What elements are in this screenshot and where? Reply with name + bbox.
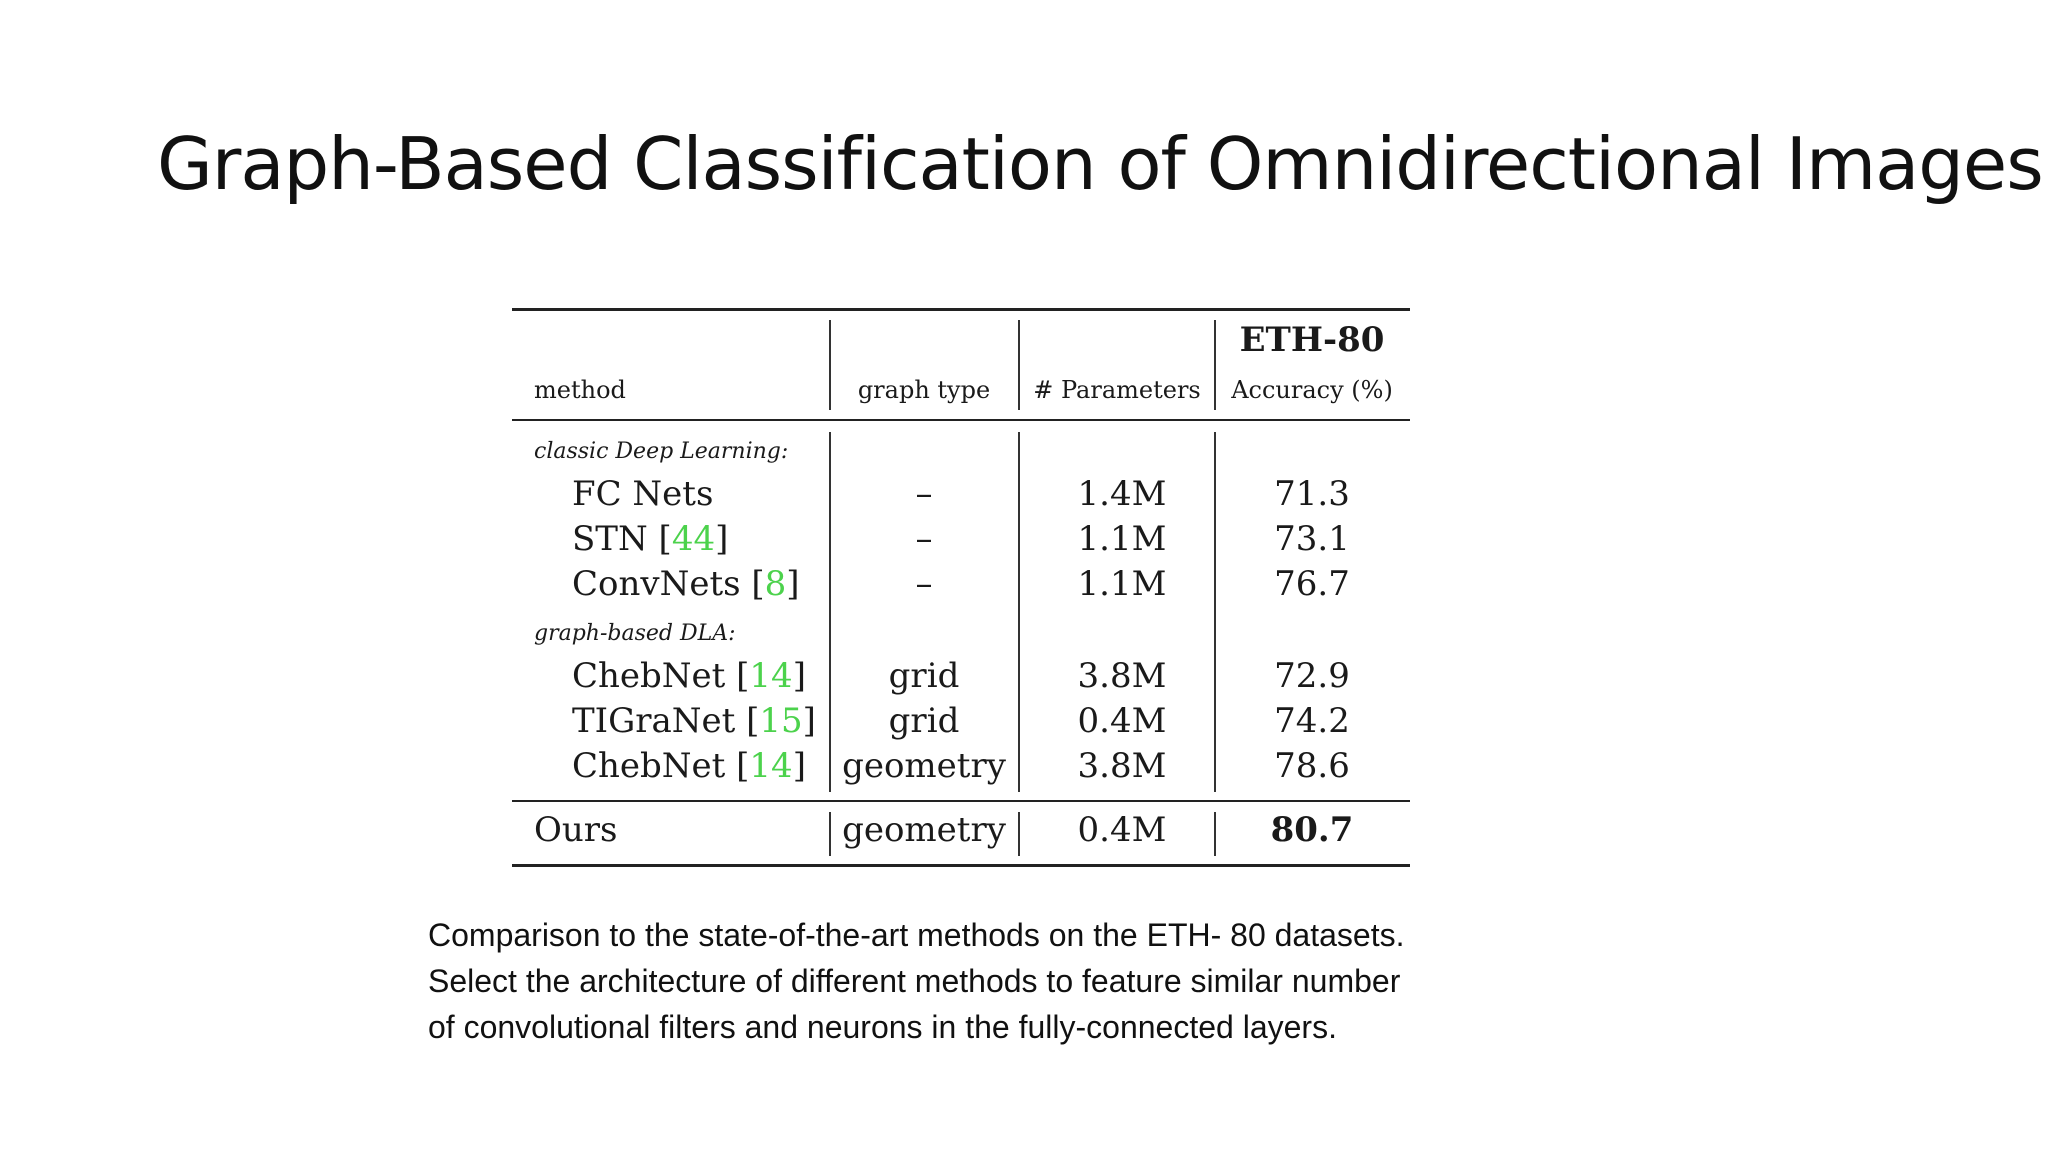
column-separator <box>829 432 831 792</box>
params-cell: 1.4M <box>1077 474 1167 514</box>
accuracy-cell: 74.2 <box>1274 701 1350 741</box>
caption-line: of convolutional filters and neurons in … <box>428 1009 1337 1045</box>
params-cell: 3.8M <box>1077 656 1167 696</box>
citation-link[interactable]: 15 <box>759 701 803 741</box>
caption-line: Select the architecture of different met… <box>428 963 1401 999</box>
accuracy-cell: 78.6 <box>1274 746 1350 786</box>
slide-title: Graph-Based Classification of Omnidirect… <box>157 122 2044 206</box>
caption-line: Comparison to the state-of-the-art metho… <box>428 917 1405 953</box>
ours-params-cell: 0.4M <box>1077 810 1167 850</box>
table-header-rule <box>512 419 1410 421</box>
params-cell: 0.4M <box>1077 701 1167 741</box>
ours-accuracy-cell: 80.7 <box>1270 810 1354 850</box>
params-cell: 1.1M <box>1077 564 1167 604</box>
column-separator <box>1214 432 1216 792</box>
column-separator <box>829 812 831 856</box>
header-accuracy: Accuracy (%) <box>1231 376 1393 404</box>
graph-type-cell: geometry <box>842 746 1006 786</box>
citation-link[interactable]: 44 <box>671 519 716 559</box>
accuracy-cell: 71.3 <box>1274 474 1350 514</box>
citation-link[interactable]: 14 <box>749 656 793 696</box>
graph-type-cell: grid <box>888 701 960 741</box>
citation-link[interactable]: 8 <box>764 564 787 604</box>
column-separator <box>1214 320 1216 410</box>
column-separator <box>1214 812 1216 856</box>
header-method: method <box>534 376 626 404</box>
table-bottom-rule <box>512 864 1410 867</box>
header-parameters: # Parameters <box>1033 376 1201 404</box>
graph-type-cell: – <box>915 474 933 514</box>
dataset-group-header: ETH-80 <box>1239 320 1385 360</box>
method-cell: ChebNet [14] <box>572 656 806 696</box>
ours-graph-type-cell: geometry <box>842 810 1006 850</box>
method-cell: FC Nets <box>572 474 714 514</box>
graph-type-cell: grid <box>888 656 960 696</box>
params-cell: 1.1M <box>1077 519 1167 559</box>
header-graph-type: graph type <box>857 376 991 404</box>
results-table: ETH-80 method graph type # Parameters Ac… <box>512 306 1410 870</box>
column-separator <box>829 320 831 410</box>
section-label: graph-based DLA: <box>534 621 736 646</box>
column-separator <box>1018 432 1020 792</box>
graph-type-cell: – <box>915 564 933 604</box>
accuracy-cell: 72.9 <box>1274 656 1350 696</box>
ours-method-cell: Ours <box>534 810 618 850</box>
method-cell: ChebNet [14] <box>572 746 806 786</box>
accuracy-cell: 73.1 <box>1274 519 1350 559</box>
graph-type-cell: – <box>915 519 933 559</box>
accuracy-cell: 76.7 <box>1274 564 1350 604</box>
citation-link[interactable]: 14 <box>749 746 793 786</box>
method-cell: TIGraNet [15] <box>572 701 816 741</box>
table-ours-rule <box>512 800 1410 802</box>
method-cell: ConvNets [8] <box>572 564 800 604</box>
column-separator <box>1018 320 1020 410</box>
table-top-rule <box>512 308 1410 311</box>
method-cell: STN [44] <box>572 519 729 559</box>
column-separator <box>1018 812 1020 856</box>
params-cell: 3.8M <box>1077 746 1167 786</box>
section-label: classic Deep Learning: <box>534 439 789 464</box>
table-caption: Comparison to the state-of-the-art metho… <box>428 912 1628 1050</box>
